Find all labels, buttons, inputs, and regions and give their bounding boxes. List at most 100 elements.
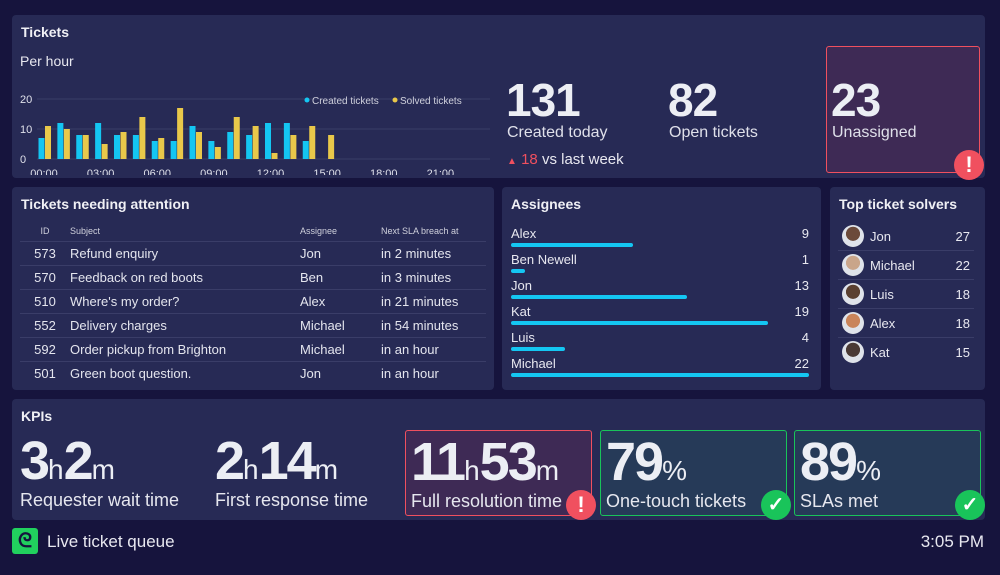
solver-row[interactable]: Kat 15: [838, 338, 974, 367]
attention-title: Tickets needing attention: [21, 196, 190, 212]
unassigned-card[interactable]: 23 Unassigned !: [826, 46, 984, 180]
subject: Where's my order?: [70, 288, 300, 313]
kpi-unit: m: [91, 454, 115, 485]
created-bar: [189, 126, 196, 159]
alert-icon: !: [566, 490, 596, 520]
table-row[interactable]: 510 Where's my order? Alex in 21 minutes: [20, 288, 486, 313]
kpi-label: One-touch tickets: [606, 491, 747, 511]
col-id: ID: [40, 225, 50, 236]
created-bar: [76, 135, 83, 159]
solved-bar: [196, 132, 202, 159]
assignee-count: 4: [801, 330, 809, 345]
assignee-name: Michael: [511, 356, 556, 371]
kpi-value: 11h53m: [411, 431, 559, 493]
x-tick-label: 18:00: [370, 168, 398, 175]
legend-label: Solved tickets: [400, 96, 462, 107]
assignee-row[interactable]: Luis 4: [511, 330, 809, 356]
assignee-name: Alex: [511, 226, 537, 241]
assignee-row[interactable]: Ben Newell 1: [511, 252, 809, 278]
unassigned-label: Unassigned: [832, 124, 917, 141]
subject: Order pickup from Brighton: [70, 336, 300, 361]
table-row[interactable]: 501 Green boot question. Jon in an hour: [20, 360, 486, 385]
kpi-unit: m: [314, 454, 339, 485]
kpi-value: 79%: [606, 431, 687, 493]
sla-breach: in an hour: [381, 360, 486, 385]
y-tick-label: 10: [20, 124, 32, 136]
assignee-row[interactable]: Michael 22: [511, 356, 809, 382]
assignee: Alex: [300, 288, 381, 313]
kpi-minor: 53: [479, 432, 538, 492]
avatar: [842, 283, 864, 305]
kpi-unit: m: [535, 455, 560, 486]
created-today-label: Created today: [507, 124, 608, 141]
assignee: Michael: [300, 336, 381, 361]
assignee-row[interactable]: Kat 19: [511, 304, 809, 330]
solver-count: 15: [955, 345, 970, 360]
ticket-id: 501: [20, 360, 70, 385]
avatar: [842, 312, 864, 334]
x-tick-label: 00:00: [30, 168, 58, 175]
check-icon: ✓: [955, 490, 985, 520]
kpi-label: Full resolution time: [411, 491, 563, 511]
sla-breach: in 2 minutes: [381, 240, 486, 265]
trend: ▲ 18 vs last week: [507, 151, 624, 168]
solver-row[interactable]: Michael 22: [838, 251, 974, 280]
kpi-card[interactable]: 11h53m Full resolution time!: [405, 430, 596, 520]
kpi-unit: %: [856, 455, 881, 486]
trend-up-icon: ▲: [507, 156, 517, 167]
kpis-title: KPIs: [21, 408, 53, 424]
assignee-bar: [511, 269, 525, 273]
open-tickets-value: 82: [668, 74, 718, 126]
solver-row[interactable]: Jon 27: [838, 222, 974, 251]
solver-row[interactable]: Luis 18: [838, 280, 974, 309]
kpi-major: 3: [20, 431, 50, 491]
assignee-bar: [511, 243, 633, 247]
table-row[interactable]: 592 Order pickup from Brighton Michael in a…: [20, 336, 486, 361]
assignee-row[interactable]: Jon 13: [511, 278, 809, 304]
x-tick-label: 12:00: [257, 168, 285, 175]
kpi-card[interactable]: 89% SLAs met ✓: [794, 430, 985, 520]
kpi-major: 89: [800, 432, 858, 492]
kpis-panel: KPIs 3h2m Requester wait time 2h14m First r…: [12, 399, 985, 520]
created-bar: [208, 141, 215, 159]
kpi-card[interactable]: 79% One-touch tickets ✓: [600, 430, 791, 520]
kpi-card[interactable]: 2h14m First response time: [210, 430, 397, 516]
kpi-value: 2h14m: [215, 430, 338, 492]
kpi-card[interactable]: 3h2m Requester wait time: [15, 430, 202, 516]
solved-bar: [158, 138, 165, 159]
solved-bar: [82, 135, 89, 159]
created-today-value: 131: [506, 74, 581, 126]
x-tick-label: 06:00: [143, 168, 171, 175]
assignee: Jon: [300, 360, 381, 385]
solver-name: Kat: [870, 345, 890, 360]
assignee-count: 19: [794, 304, 809, 319]
kpi-minor: 2: [63, 431, 94, 491]
assignees-title: Assignees: [511, 196, 582, 212]
solver-row[interactable]: Alex 18: [838, 309, 974, 338]
assignee-bar: [511, 373, 809, 377]
table-row[interactable]: 573 Refund enquiry Jon in 2 minutes: [20, 240, 486, 265]
solved-bar: [214, 147, 221, 159]
assignees-panel: Assignees Alex 9 Ben Newell 1 Jon 13 Kat 19 Luis…: [502, 187, 821, 390]
chart-title: Per hour: [20, 53, 74, 69]
created-bar: [227, 132, 234, 159]
ticket-id: 552: [20, 312, 70, 337]
solver-count: 18: [955, 287, 970, 302]
assignee-row[interactable]: Alex 9: [511, 226, 809, 252]
col-subject: Subject: [70, 225, 101, 236]
ticket-id: 573: [20, 240, 70, 265]
created-bar: [95, 123, 102, 159]
x-tick-label: 21:00: [427, 168, 455, 175]
solved-bar: [252, 126, 259, 159]
solved-bar: [177, 108, 184, 159]
kpi-unit: h: [243, 454, 259, 485]
attention-table: ID Subject Assignee Next SLA breach at 5…: [20, 221, 486, 385]
table-row[interactable]: 570 Feedback on red boots Ben in 3 minutes: [20, 264, 486, 289]
table-row[interactable]: 552 Delivery charges Michael in 54 minutes: [20, 312, 486, 337]
y-tick-label: 20: [20, 94, 32, 106]
solved-bar: [290, 135, 297, 159]
assignee-name: Jon: [511, 278, 532, 293]
solved-bar: [328, 135, 335, 159]
avatar: [842, 254, 864, 276]
created-bar: [38, 138, 45, 159]
